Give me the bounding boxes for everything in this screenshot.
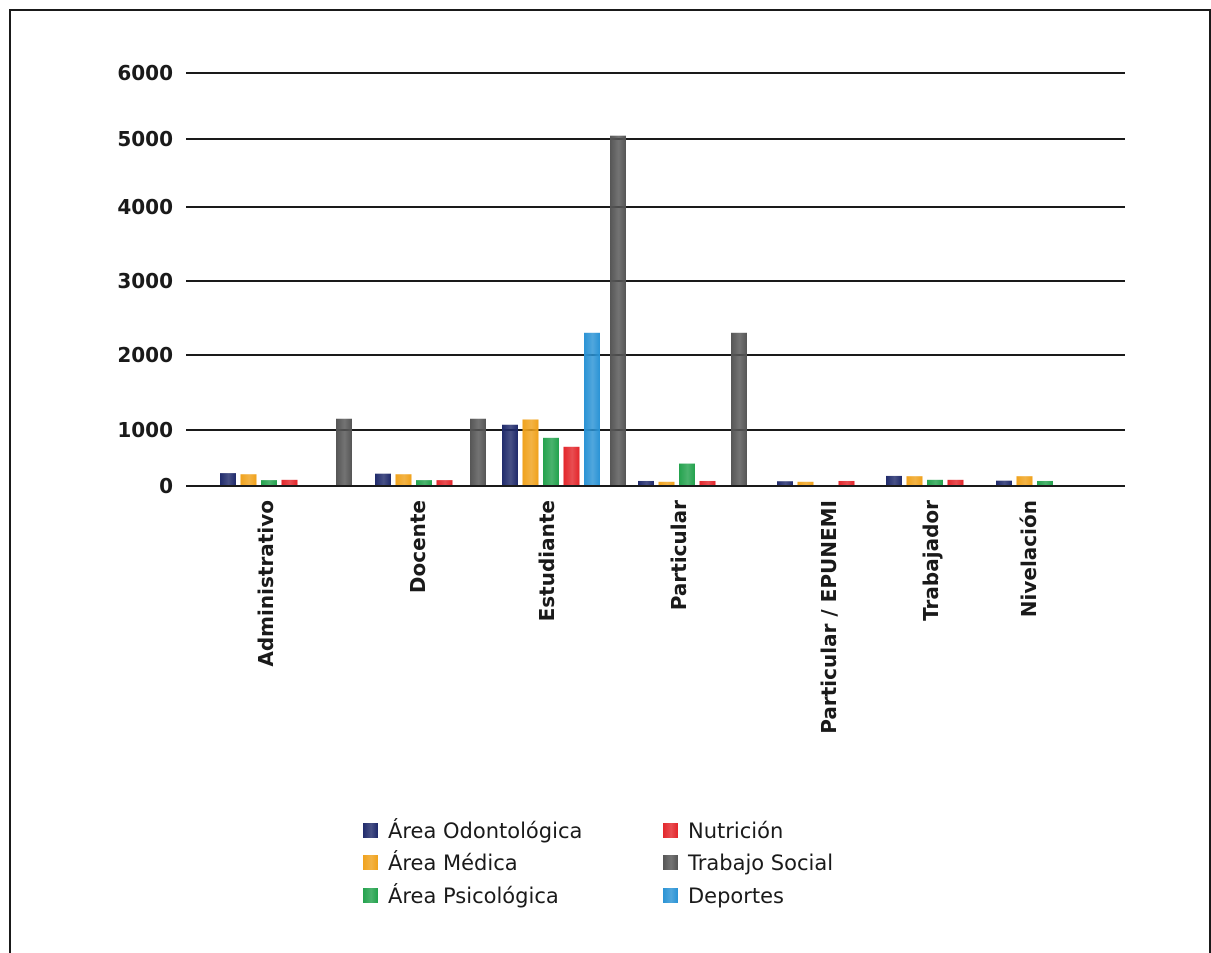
bar-nutrición xyxy=(563,446,580,486)
bar-group-5 xyxy=(886,475,964,486)
legend-label: Área Psicológica xyxy=(388,883,559,908)
bar-group-0 xyxy=(220,418,352,486)
bar-group-2 xyxy=(502,135,626,486)
bar-área-psicológica xyxy=(543,437,559,486)
bar-trabajo-social xyxy=(336,418,352,486)
legend-swatch xyxy=(363,888,378,903)
category-label: Particular xyxy=(667,500,691,610)
bar-layer xyxy=(186,135,1125,487)
bar-área-psicológica xyxy=(1037,480,1053,486)
category-label: Docente xyxy=(406,500,430,593)
legend-swatch xyxy=(663,888,678,903)
legend-item: Deportes xyxy=(663,884,784,908)
bar-nutrición xyxy=(436,480,453,486)
category-label: Nivelación xyxy=(1017,500,1041,617)
y-tick-label: 0 xyxy=(159,474,173,498)
bar-group-6 xyxy=(996,476,1053,486)
bar-trabajo-social xyxy=(731,332,747,486)
x-axis-categories: Administrativo Docente Estudiante Particula… xyxy=(254,500,1041,734)
bar-área-odontológica xyxy=(886,475,902,486)
legend-item: Trabajo Social xyxy=(663,851,833,875)
bar-nutrición xyxy=(838,480,855,486)
bar-área-odontológica xyxy=(375,473,391,486)
legend-item: Área Odontológica xyxy=(363,818,582,843)
legend-label: Nutrición xyxy=(688,819,783,843)
bar-group-3 xyxy=(638,332,747,486)
legend-swatch xyxy=(663,823,678,838)
category-label: Administrativo xyxy=(254,500,278,667)
bar-nutrición xyxy=(947,479,964,486)
bar-área-médica xyxy=(906,476,923,486)
legend-label: Trabajo Social xyxy=(687,851,833,875)
bar-área-odontológica xyxy=(502,424,518,486)
chart-frame xyxy=(9,9,1211,953)
legend-label: Área Médica xyxy=(388,850,518,875)
bar-deportes xyxy=(584,332,600,486)
y-tick-label: 3000 xyxy=(117,269,173,293)
category-label: Trabajador xyxy=(919,500,943,621)
bar-área-psicológica xyxy=(679,463,695,486)
bar-área-odontológica xyxy=(777,481,793,486)
y-axis-ticks: 0 1000 2000 3000 4000 5000 6000 xyxy=(117,61,173,498)
bar-área-psicológica xyxy=(416,480,432,486)
bar-área-odontológica xyxy=(638,480,654,486)
legend-swatch xyxy=(663,855,678,870)
legend-swatch xyxy=(363,855,378,870)
y-tick-label: 1000 xyxy=(117,418,173,442)
bar-group-1 xyxy=(375,418,486,486)
legend-swatch xyxy=(363,823,378,838)
bar-área-médica xyxy=(522,419,539,486)
bar-área-médica xyxy=(240,474,257,486)
y-tick-label: 4000 xyxy=(117,195,173,219)
y-tick-label: 2000 xyxy=(117,343,173,367)
bar-área-psicológica xyxy=(927,479,943,486)
bar-área-odontológica xyxy=(996,480,1012,486)
bar-nutrición xyxy=(699,480,716,486)
y-tick-label: 6000 xyxy=(117,61,173,85)
legend: Área Odontológica Nutrición Área Médica Tra… xyxy=(363,818,833,908)
bar-área-psicológica xyxy=(261,480,277,486)
legend-item: Nutrición xyxy=(663,819,783,843)
grid-layer xyxy=(186,72,1125,487)
category-label: Estudiante xyxy=(535,500,559,621)
legend-label: Área Odontológica xyxy=(388,818,582,843)
category-label: Particular / EPUNEMI xyxy=(817,500,841,734)
bar-trabajo-social xyxy=(470,418,486,486)
legend-item: Área Médica xyxy=(363,850,518,875)
bar-nutrición xyxy=(281,479,298,486)
bar-área-médica xyxy=(395,474,412,486)
legend-label: Deportes xyxy=(688,884,784,908)
bar-área-médica xyxy=(1016,476,1033,486)
bar-área-odontológica xyxy=(220,473,236,486)
bar-trabajo-social xyxy=(610,135,626,486)
bar-group-4 xyxy=(777,480,855,486)
y-tick-label: 5000 xyxy=(117,127,173,151)
bar-área-médica xyxy=(797,481,814,486)
legend-item: Área Psicológica xyxy=(363,883,559,908)
bar-área-médica xyxy=(658,481,675,486)
